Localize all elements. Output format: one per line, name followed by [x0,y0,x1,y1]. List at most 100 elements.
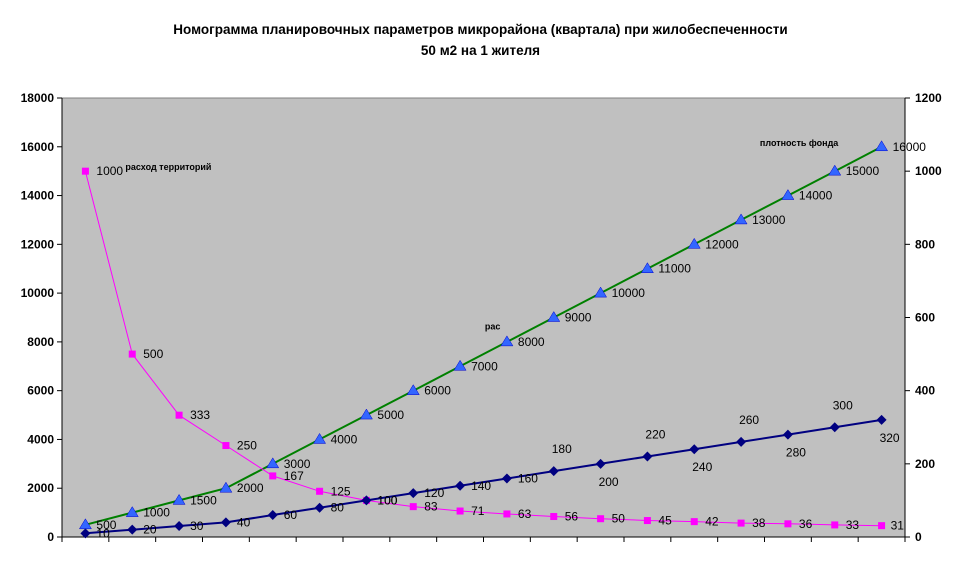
data-point-density [314,502,325,513]
data-point-territory [269,472,277,480]
data-point-density [782,429,793,440]
data-point-territory [643,517,651,525]
annotation-ras: рас [485,322,501,332]
data-point-density [501,473,512,484]
data-point-territory [878,522,886,530]
data-label-fund: 1500 [190,493,217,507]
data-label-territory: 42 [705,515,719,529]
data-label-territory: 1000 [96,164,123,178]
data-point-fund [453,359,467,371]
data-point-fund [875,140,889,152]
series-line-territory [84,171,882,527]
data-point-territory [597,515,605,523]
data-point-density [127,524,138,535]
data-label-territory: 36 [799,517,813,531]
data-label-fund: 16000 [893,140,927,154]
data-point-density [689,444,700,455]
data-label-density: 40 [237,515,251,529]
data-label-density: 120 [424,486,444,500]
data-label-density: 100 [377,493,397,507]
data-point-density [174,521,185,532]
data-point-density [220,517,231,528]
data-label-fund: 5000 [377,408,404,422]
data-point-density [736,436,747,447]
data-label-fund: 15000 [846,164,880,178]
series-line-density [85,418,882,535]
left-axis-tick-label: 0 [47,530,54,544]
data-point-territory [409,503,417,511]
data-label-density: 220 [645,428,665,442]
data-label-territory: 56 [565,510,579,524]
left-axis-tick-label: 10000 [21,286,55,300]
data-label-density: 200 [599,475,619,489]
right-axis-tick-label: 0 [915,530,922,544]
annotation-density: плотность фонда [760,138,839,148]
data-label-density: 30 [190,519,204,533]
plot-area [61,97,906,538]
data-point-fund [734,213,748,225]
chart-title-line-1: Номограмма планировочных параметров микр… [173,22,788,37]
data-label-territory: 250 [237,439,257,453]
data-label-fund: 9000 [565,311,592,325]
left-axis-tick-label: 8000 [27,335,54,349]
right-axis-tick-label: 200 [915,457,935,471]
data-label-fund: 12000 [705,237,739,251]
data-point-density [267,510,278,521]
data-point-territory [456,507,464,515]
annotation-territory: расход территорий [125,162,211,172]
data-label-fund: 8000 [518,335,545,349]
right-axis-tick-label: 400 [915,384,935,398]
data-label-territory: 83 [424,500,438,514]
data-label-density: 80 [331,501,345,515]
data-label-density: 10 [96,526,110,540]
data-label-density: 160 [518,471,538,485]
data-label-territory: 125 [331,484,351,498]
data-point-density [408,488,419,499]
right-axis-tick-label: 1200 [915,91,942,105]
data-label-density: 300 [833,398,853,412]
data-label-density: 180 [552,442,572,456]
data-point-fund [406,384,420,395]
data-label-density: 20 [143,523,157,537]
data-point-density [642,451,653,462]
data-label-fund: 6000 [424,384,451,398]
data-point-fund [313,432,327,444]
data-label-fund: 7000 [471,359,498,373]
data-point-territory [81,167,89,175]
data-point-density [80,528,91,539]
data-label-territory: 33 [846,518,860,532]
left-axis-tick-label: 18000 [21,91,55,105]
series-line-fund [85,145,883,526]
data-point-fund [781,189,795,200]
data-point-territory [503,510,511,518]
chart-title-line-2: 50 м2 на 1 жителя [420,43,541,58]
data-point-density [361,495,372,506]
right-axis-tick-label: 1000 [915,164,942,178]
data-point-territory [316,487,324,495]
data-label-density: 240 [692,460,712,474]
data-label-fund: 10000 [612,286,646,300]
data-point-fund [500,335,514,347]
data-point-fund [125,506,139,517]
data-label-territory: 167 [284,469,304,483]
data-point-fund [219,481,233,493]
data-point-density [548,466,559,477]
data-point-territory [128,350,136,358]
data-label-density: 60 [284,508,298,522]
data-point-territory [550,513,558,521]
left-axis-tick-label: 6000 [27,384,54,398]
data-label-territory: 45 [658,514,672,528]
left-axis-tick-label: 2000 [27,481,54,495]
left-axis-tick-label: 12000 [21,237,55,251]
data-point-fund [547,311,561,322]
data-label-territory: 333 [190,408,210,422]
data-label-fund: 13000 [752,213,786,227]
data-label-territory: 63 [518,507,532,521]
data-label-fund: 11000 [658,262,691,276]
data-point-density [876,414,887,425]
data-point-territory [784,520,792,528]
data-label-territory: 31 [891,519,905,533]
data-point-fund [359,408,373,420]
data-label-fund: 2000 [237,481,264,495]
